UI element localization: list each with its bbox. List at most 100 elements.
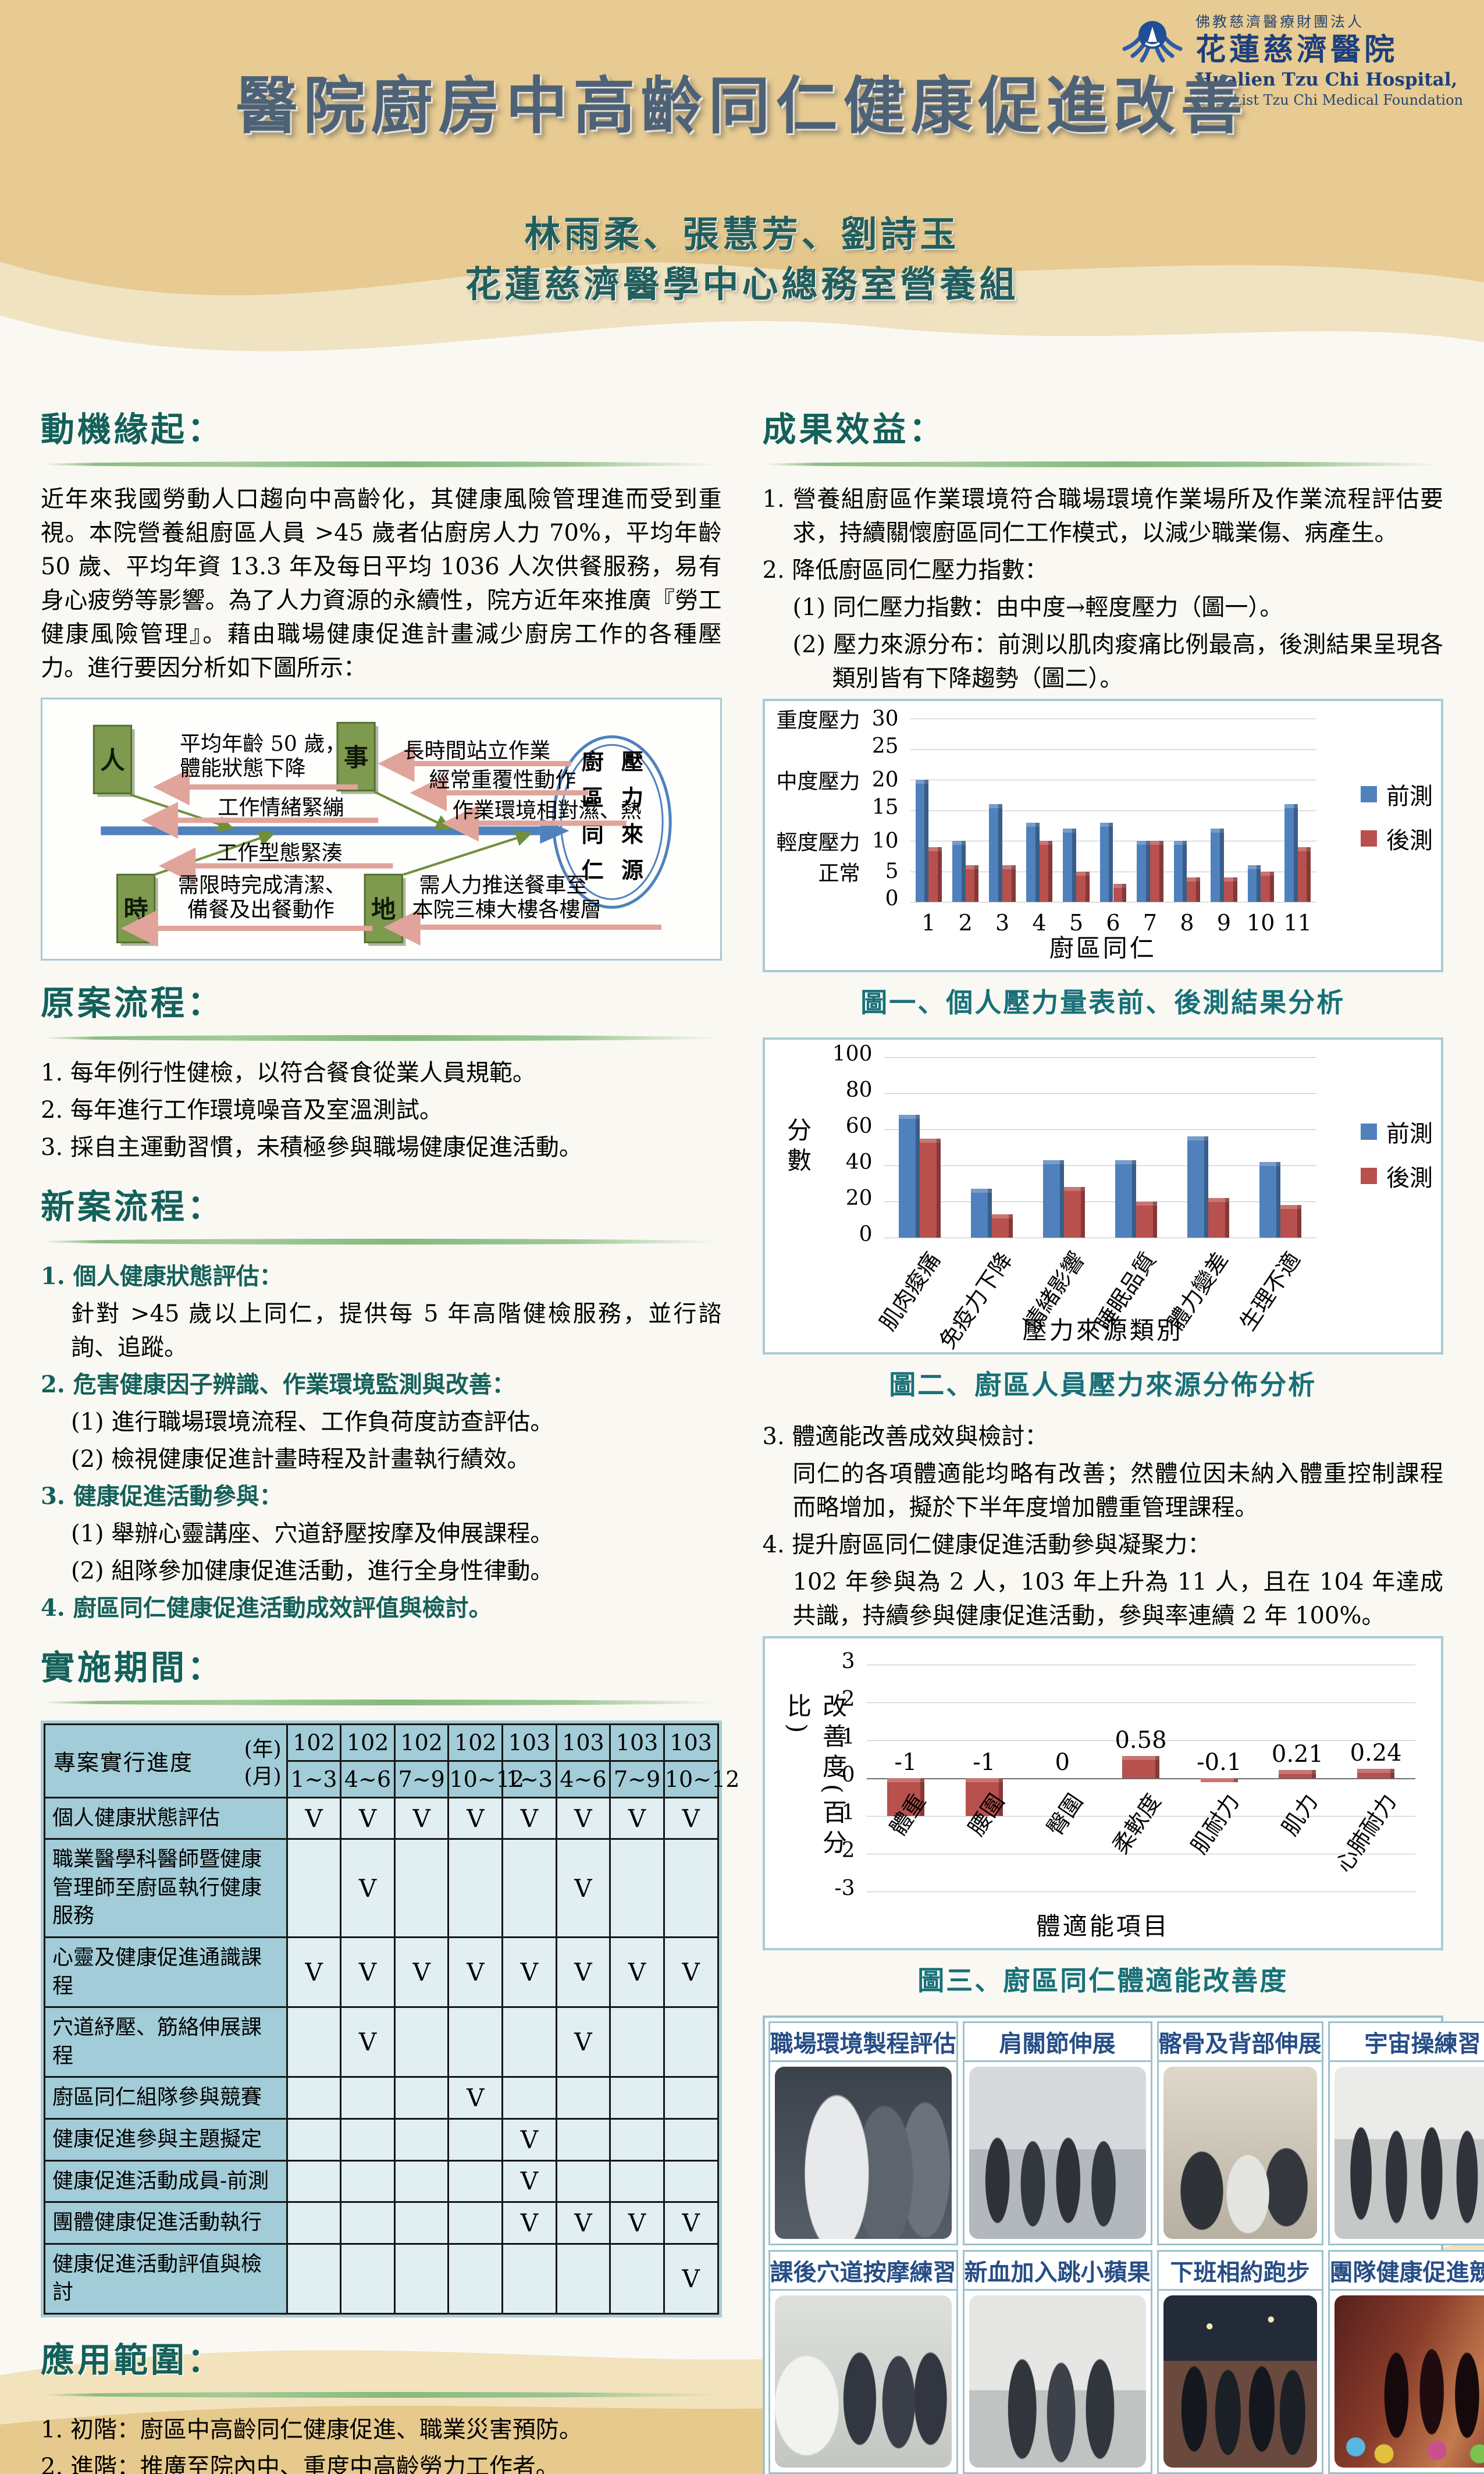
- new-process-item-line: 針對 >45 歲以上同仁，提供每 5 年高階健檢服務，並行諮詢、追蹤。: [71, 1300, 722, 1361]
- section-title-motivation: 動機緣起：: [41, 410, 225, 449]
- schedule-cell: [609, 2159, 665, 2203]
- schedule-cell: V: [555, 1838, 611, 1939]
- schedule-cell: V: [609, 2201, 665, 2245]
- schedule-cell: [393, 2076, 450, 2120]
- bar-前測: [1187, 1136, 1208, 1238]
- schedule-year-cell: 102: [340, 1723, 396, 1762]
- y-axis-title: 分數: [783, 1117, 812, 1178]
- y-axis-tick: 15: [770, 795, 899, 819]
- result-item-3-body: 同仁的各項體適能均略有改善；然體位因未納入體重控制課程而略增加，擬於下半年度增加…: [792, 1460, 1444, 1521]
- photo-caption: 宇宙操練習: [1329, 2023, 1484, 2062]
- bar-前測: [1247, 865, 1261, 902]
- bar-value: [1200, 1778, 1238, 1782]
- photo-cell: 團隊健康促進競賽: [1328, 2250, 1484, 2474]
- svg-text:人: 人: [100, 745, 124, 774]
- bar-後測: [965, 865, 979, 902]
- photo-image: [1334, 2295, 1484, 2468]
- y-tick-number: 10: [871, 829, 899, 853]
- schedule-cell: [393, 2118, 450, 2162]
- schedule-cell: [555, 2242, 611, 2315]
- svg-text:長時間站立作業: 長時間站立作業: [403, 738, 550, 763]
- y-tick-number: 0: [885, 887, 899, 911]
- bar-後測: [1113, 883, 1127, 902]
- new-process-list: 1. 個人健康狀態評估： 針對 >45 歲以上同仁，提供每 5 年高階健檢服務，並…: [41, 1260, 722, 1625]
- photo-cell: 新血加入跳小蘋果: [962, 2250, 1152, 2474]
- bar-value: [887, 1778, 924, 1816]
- scope-list: 1. 初階：廚區中高齡同仁健康促進、職業災害預防。 2. 進階：推廣至院內中、重度…: [41, 2413, 722, 2474]
- original-process-item: 1. 每年例行性健檢，以符合餐食從業人員規範。: [41, 1059, 536, 1086]
- bar-前測: [1284, 804, 1298, 902]
- green-underline: [41, 461, 722, 467]
- new-process-item: 2. 危害健康因子辨識、作業環境監測與改善： (1) 進行職場環境流程、工作負荷度…: [41, 1368, 722, 1476]
- schedule-cell: [393, 2201, 450, 2245]
- photo-image: [969, 2067, 1146, 2239]
- schedule-cell: [393, 2159, 450, 2203]
- photo-caption: 課後穴道按摩練習: [770, 2252, 956, 2291]
- schedule-cell: V: [501, 2118, 557, 2162]
- header-wave-decoration: [0, 262, 1484, 378]
- y-tick-number: 5: [885, 859, 899, 883]
- x-axis-title: 廚區同仁: [1049, 934, 1156, 962]
- x-category-label: 3: [995, 910, 1010, 936]
- original-process-list: 1. 每年例行性健檢，以符合餐食從業人員規範。 2. 每年進行工作環境噪音及室溫測…: [41, 1056, 722, 1164]
- schedule-cell: [501, 1838, 557, 1939]
- y-zone-label: 中度壓力: [776, 770, 860, 794]
- x-axis-title: 壓力來源類別: [1022, 1316, 1183, 1345]
- chart-figure-3: -3 -2 -1 0 1 2 3 -1 -1 0 0.58 -0.1 0.21 0.24 體重 腰圍 臀圍 柔軟度…: [762, 1636, 1443, 1950]
- svg-text:區: 區: [582, 785, 604, 811]
- schedule-cell: [447, 1838, 504, 1939]
- schedule-year-row: 專案實行進度 (年) (月) 102 102 102 102 103 103 103 103: [44, 1723, 719, 1798]
- new-process-item-lead: 3. 健康促進活動參與：: [41, 1482, 283, 1510]
- schedule-cell: [447, 2201, 504, 2245]
- photo-image: [774, 2295, 952, 2468]
- schedule-month-cell: 7~9: [393, 1759, 450, 1798]
- schedule-cell: V: [555, 2006, 611, 2078]
- bar-後測: [1076, 871, 1090, 902]
- schedule-row-label: 職業醫學科醫師暨健康管理師至廚區執行健康服務: [44, 1838, 288, 1939]
- schedule-cell: V: [447, 2076, 504, 2120]
- y-tick-number: 3: [841, 1650, 855, 1673]
- bar-前測: [1173, 841, 1187, 902]
- bar-value-label: 0: [1055, 1749, 1070, 1776]
- schedule-cell: [663, 2159, 719, 2203]
- schedule-cell: [501, 2076, 557, 2120]
- y-tick-number: -3: [834, 1876, 855, 1900]
- y-axis-tick: 0: [770, 1763, 855, 1787]
- green-underline: [41, 1238, 722, 1245]
- schedule-row-label: 健康促進活動成員-前測: [44, 2159, 288, 2203]
- x-category-label: 5: [1069, 910, 1084, 936]
- result-item-2: 2. 降低廚區同仁壓力指數：: [762, 557, 1048, 584]
- bar-value: [1357, 1769, 1395, 1778]
- schedule-cell: [340, 2201, 396, 2245]
- new-process-item: 1. 個人健康狀態評估： 針對 >45 歲以上同仁，提供每 5 年高階健檢服務，並…: [41, 1260, 722, 1364]
- photo-caption: 團隊健康促進競賽: [1329, 2252, 1484, 2291]
- new-process-item-lead: 2. 危害健康因子辨識、作業環境監測與改善：: [41, 1370, 515, 1398]
- schedule-cell: V: [447, 1936, 504, 2009]
- schedule-cell: V: [286, 1936, 342, 2009]
- schedule-cell: [286, 2242, 342, 2315]
- svg-text:作業環境相對濕、熱: 作業環境相對濕、熱: [453, 798, 642, 823]
- x-category-label: 8: [1180, 910, 1194, 936]
- schedule-body: 個人健康狀態評估 V V V V V V V V 職業醫學科醫師暨健康管理師至廚區執行健康服務 V V…: [44, 1796, 719, 2315]
- schedule-row: 個人健康狀態評估 V V V V V V V V: [44, 1796, 719, 1840]
- schedule-row: 職業醫學科醫師暨健康管理師至廚區執行健康服務 V V: [44, 1838, 719, 1939]
- x-axis-title: 體適能項目: [1035, 1912, 1170, 1940]
- grid-line: [866, 1702, 1415, 1703]
- left-column: 動機緣起： 近年來我國勞動人口趨向中高齡化，其健康風險管理進而受到重視。本院營養…: [41, 387, 739, 2474]
- legend-swatch: [1361, 1168, 1377, 1185]
- x-category-label: 臀圍: [1041, 1789, 1088, 1840]
- photo-image: [774, 2067, 952, 2239]
- schedule-cell: V: [501, 1936, 557, 2009]
- svg-text:事: 事: [344, 742, 368, 772]
- bar-後測: [1039, 841, 1053, 902]
- bar-value-label: 0.24: [1350, 1740, 1402, 1767]
- grid-line: [910, 749, 1316, 750]
- bar-value-label: -0.1: [1197, 1749, 1242, 1776]
- svg-text:體能狀態下降: 體能狀態下降: [180, 756, 306, 781]
- bar-前測: [899, 1115, 920, 1238]
- schedule-cell: V: [663, 1796, 719, 1840]
- photo-cell: 職場環境製程評估: [768, 2021, 958, 2245]
- legend-swatch: [1361, 1124, 1377, 1140]
- schedule-cell: [609, 2076, 665, 2120]
